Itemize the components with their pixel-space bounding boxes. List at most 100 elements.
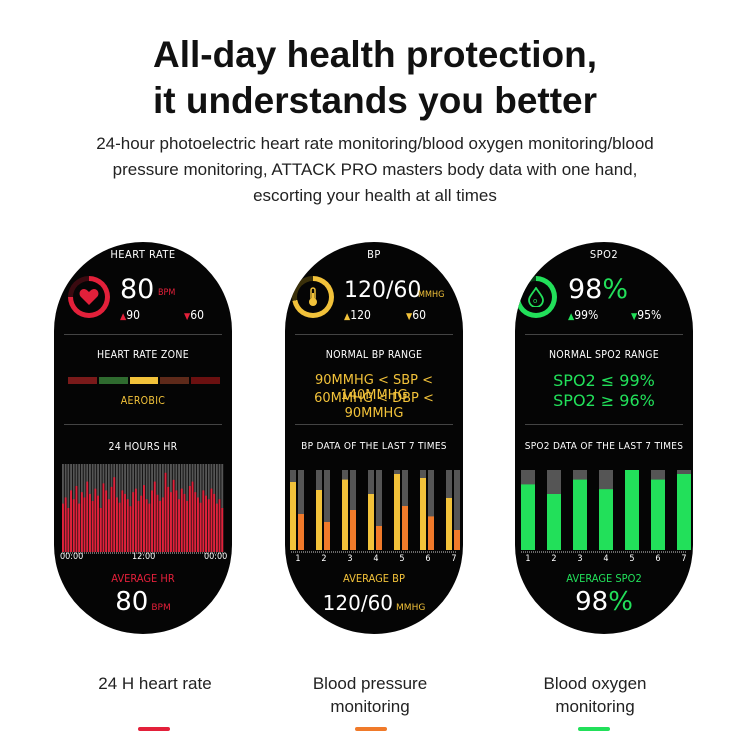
hr-bar (105, 490, 108, 552)
hr-bar (75, 486, 78, 552)
spo2-range-title: NORMAL SPO2 RANGE (548, 349, 660, 361)
hr-bar (210, 488, 213, 552)
spo2-up-arrow-icon: ▲ (568, 312, 575, 322)
bp-diastolic-bar (298, 514, 304, 550)
hr-bar (205, 495, 207, 552)
average-spo2-unit: % (608, 587, 633, 617)
bp-range-title: NORMAL BP RANGE (325, 349, 423, 361)
spo2-bar (651, 479, 665, 550)
hr-bar (89, 493, 91, 552)
heart-icon (79, 289, 99, 305)
hr-bar (199, 502, 202, 552)
hr-bar (70, 490, 72, 552)
bp-diastolic-bar (376, 526, 382, 550)
hr-bar (170, 492, 172, 552)
hr-bar (102, 483, 105, 552)
hr-bar (145, 499, 148, 552)
bp-down-arrow-icon: ▼ (406, 312, 413, 322)
chart-category-label: 3 (577, 554, 583, 564)
subtitle-line-2: pressure monitoring, ATTACK PRO masters … (112, 160, 638, 179)
average-hr-value: 80 (115, 587, 149, 617)
bp-unit: MMHG (418, 290, 445, 300)
hr-bar (113, 477, 116, 552)
hr-bar (86, 481, 89, 552)
bp-systolic-bar (342, 479, 348, 550)
heart-rate-max: 90 (126, 308, 140, 322)
hr-bar (137, 500, 140, 552)
hr-bar (94, 488, 97, 552)
bp-diastolic-bar-background (376, 470, 382, 550)
headline-line-2: it understands you better (152, 80, 598, 121)
hr-bar (167, 486, 170, 552)
caption-underline-green (578, 727, 610, 731)
hr-chart-title: 24 HOURS HR (108, 441, 178, 453)
zone-segment (191, 377, 220, 384)
heart-rate-zone-label: AEROBIC (120, 395, 166, 407)
hr-bar (213, 493, 216, 552)
spo2-bar (547, 494, 561, 550)
chart-category-label: 5 (629, 554, 635, 564)
hr-bar (151, 490, 153, 552)
bp-chart-title: BP DATA OF THE LAST 7 TIMES (301, 441, 447, 452)
hr-bar (207, 499, 210, 552)
subtitle-line-3: escorting your health at all times (253, 186, 497, 205)
headline-line-1: All-day health protection, (152, 34, 598, 75)
hr-bar (156, 494, 159, 552)
hr-bar (161, 497, 164, 552)
bp-up-arrow-icon: ▲ (344, 312, 351, 322)
average-bp-value: 120/60 (322, 591, 394, 615)
hr-bar (72, 499, 75, 552)
chart-category-label: 2 (321, 554, 327, 564)
spo2-ring: o (515, 276, 557, 318)
bp-systolic-bar (290, 482, 296, 550)
caption-bp-line-1: Blood pressure (312, 674, 428, 693)
chart-category-label: 7 (451, 554, 457, 564)
subtitle: 24-hour photoelectric heart rate monitor… (40, 131, 710, 209)
bp-diastolic-bar (402, 506, 408, 550)
hr-bar (121, 490, 124, 552)
chart-category-label: 2 (551, 554, 557, 564)
bp-diastolic-bar-background (428, 470, 434, 550)
bp-title: BP (367, 248, 381, 261)
hr-bar (118, 502, 121, 552)
hr-tick-start: 00:00 (60, 552, 84, 562)
spo2-bar (599, 489, 613, 550)
hr-bar (124, 493, 126, 552)
hr-bar (126, 499, 129, 552)
bp-range-systolic: 90MMHG < SBP < 140MMHG (314, 373, 433, 403)
hr-bar (218, 499, 221, 552)
hr-tick-mid: 12:00 (132, 552, 156, 562)
zone-segment (68, 377, 97, 384)
hr-bar (178, 499, 180, 552)
bp-diastolic-bar (428, 516, 434, 550)
hr-bar (197, 497, 199, 552)
hr-bar (221, 508, 224, 552)
spo2-bar (573, 479, 587, 550)
hr-bar (132, 492, 135, 552)
chart-category-label: 3 (347, 554, 353, 564)
hr-bar (116, 497, 118, 552)
divider (295, 424, 453, 425)
zone-segment (160, 377, 190, 384)
heart-rate-unit: BPM (158, 288, 176, 298)
caption-underline-orange (355, 727, 387, 731)
bp-systolic-bar (316, 490, 322, 550)
heart-rate-down-arrow-icon: ▼ (184, 312, 191, 322)
bp-7-times-chart (290, 470, 460, 553)
hr-bar (80, 492, 83, 552)
hr-bar (191, 481, 194, 552)
chart-category-label: 6 (425, 554, 431, 564)
blood-pressure-screen: BP 120/60 MMHG ▲120 ▼60 NORMAL BP RANGE … (285, 242, 463, 634)
spo2-min: 95% (637, 308, 662, 322)
spo2-bar (521, 484, 535, 550)
spo2-down-arrow-icon: ▼ (631, 312, 638, 322)
bp-diastolic-bar-background (298, 470, 304, 550)
hr-bar (62, 503, 64, 552)
caption-heart-rate: 24 H heart rate (98, 674, 212, 693)
heart-rate-value: 80 (120, 274, 155, 305)
bp-diastolic-bar-background (454, 470, 460, 550)
average-spo2: 98% (515, 587, 693, 617)
hr-bar (107, 499, 110, 552)
hr-bar (202, 490, 205, 552)
heart-rate-ring (68, 276, 110, 318)
